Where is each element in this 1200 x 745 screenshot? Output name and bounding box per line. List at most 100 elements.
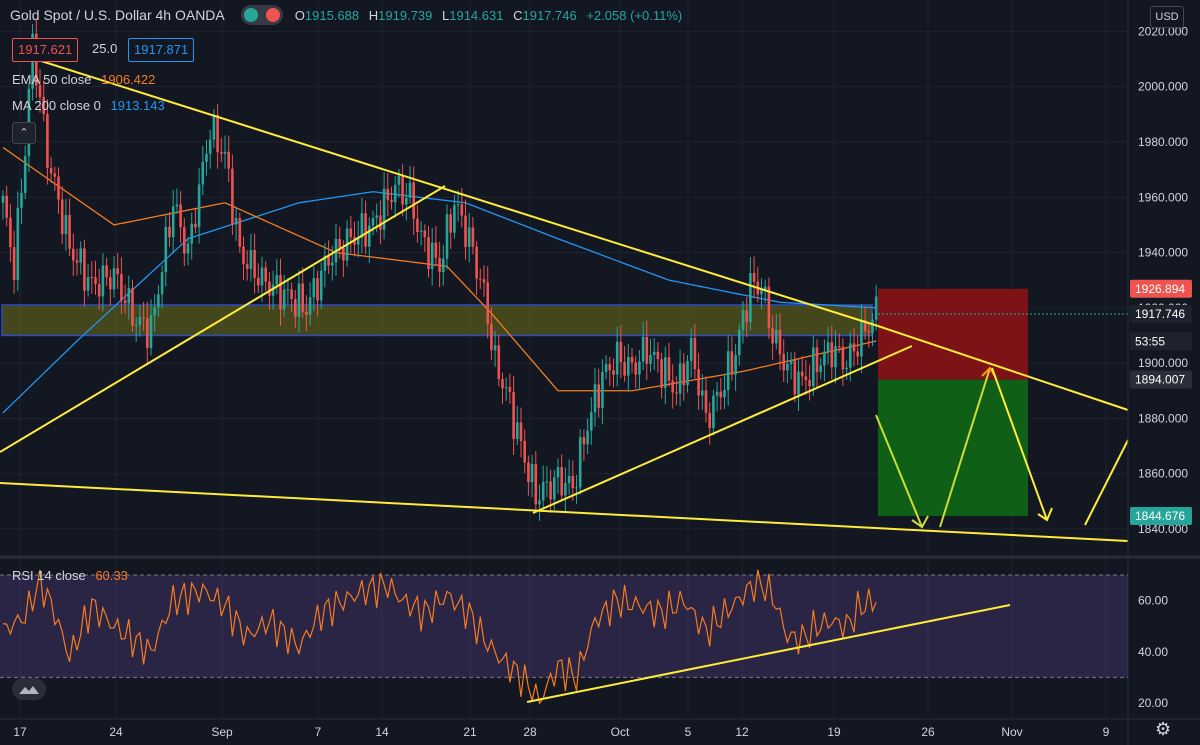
candle-body [386,188,390,200]
candle [752,256,756,299]
x-tick-label: 7 [315,725,322,739]
ohlc-readout: O1915.688 H1919.739 L1914.631 C1917.746 … [294,7,683,23]
ema-legend[interactable]: EMA 50 close 1906.422 [12,72,155,87]
ma-legend[interactable]: MA 200 close 0 1913.143 [12,98,165,113]
candle-body [393,184,397,203]
candle-body [53,173,57,177]
x-tick-label: Sep [211,725,233,739]
symbol-title[interactable]: Gold Spot / U.S. Dollar 4h OANDA [10,7,225,23]
candle-body [634,362,637,375]
candle [364,200,367,254]
currency-button[interactable]: USD [1150,6,1184,28]
x-tick-label: 14 [375,725,389,739]
candle [512,375,515,455]
candle-body [789,359,793,364]
candle-body [368,225,371,247]
candle-body [179,204,182,228]
price-label: 1917.746 [1135,307,1185,321]
candle [641,322,645,371]
candle [312,266,316,311]
buy-price-box[interactable]: 1917.871 [128,38,195,62]
x-tick-label: 17 [13,725,27,739]
candle [830,325,834,379]
sell-price-box[interactable]: 1917.621 [12,38,79,62]
candle [778,313,782,371]
ohlc-high: 1919.739 [378,7,433,23]
price-label: 1844.676 [1135,509,1185,523]
candle [871,313,874,347]
candle-body [837,346,841,348]
candle [368,217,371,264]
candle [264,261,267,292]
candle [419,221,423,246]
candle-body [656,351,660,360]
arrowhead-1 [911,515,929,529]
candle-body [38,85,42,98]
candle [434,226,438,267]
candle [253,233,256,294]
candle-body [220,152,223,154]
candle [127,275,131,320]
candle [157,285,160,317]
candle [57,167,60,214]
candle [297,270,301,333]
buy-sell-toggle[interactable] [240,5,283,25]
candle [68,198,71,257]
y-tick-label: 1900.000 [1138,356,1188,370]
candle-body [294,299,297,317]
price-label-box [1130,507,1192,526]
rsi-legend[interactable]: RSI 14 close 60.33 [12,568,128,583]
candle-body [730,351,734,375]
candle-body [430,242,434,269]
candle-body [560,467,563,496]
y-tick-label: 1860.000 [1138,467,1188,481]
candle-body [57,176,60,200]
trendlines [0,59,1129,542]
candle-body [523,440,526,463]
candle-body [660,359,663,388]
candle [560,454,563,502]
projection-arrows [875,366,1129,529]
candle-body [527,462,530,483]
candle [164,215,168,287]
candle [556,458,560,494]
candle-body [519,422,523,441]
candle-body [815,347,819,373]
candle-body [667,357,671,381]
candle [652,338,656,370]
candle-body [826,342,830,352]
candle [660,352,663,399]
candle [863,306,867,340]
candle-body [142,317,145,319]
candle-body [738,329,741,355]
candle [72,233,75,276]
lower-support-line [0,482,1129,542]
candle [53,166,57,191]
candle [271,270,275,311]
candle [586,418,589,454]
candle-body [808,380,811,387]
candle [675,376,678,406]
candle-body [812,347,815,387]
candle-body [475,246,478,279]
candle [597,368,600,418]
y-tick-label: 1980.000 [1138,135,1188,149]
candle-body [793,359,797,395]
ma-200-line [2,191,877,414]
gear-icon[interactable]: ⚙ [1155,719,1172,739]
candle-body [771,328,774,344]
candle-body [360,213,364,238]
tradingview-logo-icon[interactable] [12,678,46,700]
candle-body [416,218,419,232]
candle-body [501,379,504,389]
candle-body [590,412,593,431]
candle [23,145,27,200]
candle-body [652,351,656,355]
candle-body [75,260,79,263]
candle-body [719,391,723,398]
collapse-legend-icon[interactable]: ⌃ [12,122,36,144]
candle [541,465,545,509]
candle-body [763,286,767,290]
candle [623,346,626,382]
